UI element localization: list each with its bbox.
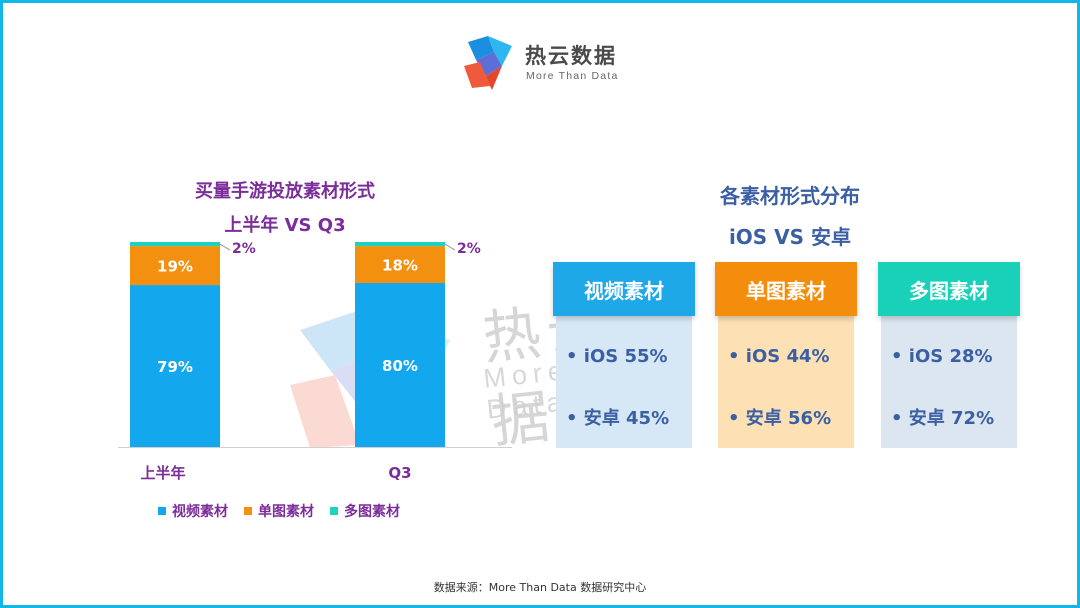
bar-单图素材-Q3 <box>355 246 445 283</box>
leader-line-上半年 <box>219 243 231 251</box>
card-multi-ios: • iOS 28% <box>891 346 993 367</box>
legend-item-multi: 多图素材 <box>330 501 400 521</box>
card-multi: 多图素材 • iOS 28% • 安卓 72% <box>878 262 1020 448</box>
legend-item-video: 视频素材 <box>158 501 228 521</box>
legend-item-single: 单图素材 <box>244 501 314 521</box>
card-single-header: 单图素材 <box>715 262 857 316</box>
data-label-单图素材-Q3: 18% <box>382 257 418 275</box>
logo-mark-icon <box>464 36 512 90</box>
card-single-body: • iOS 44% • 安卓 56% <box>718 316 854 448</box>
leader-line-Q3 <box>444 243 456 251</box>
chart-title-line2: 上半年 VS Q3 <box>224 215 346 236</box>
panel-title-line2: iOS VS 安卓 <box>728 225 852 249</box>
bar-多图素材-Q3 <box>355 242 445 247</box>
bar-单图素材-上半年 <box>130 246 220 286</box>
card-video-header: 视频素材 <box>553 262 695 316</box>
chart-title-line1: 买量手游投放素材形式 <box>195 181 375 202</box>
card-multi-header: 多图素材 <box>878 262 1020 316</box>
x-tick-label-上半年: 上半年 <box>140 464 185 482</box>
legend-swatch-video <box>158 507 166 515</box>
card-video: 视频素材 • iOS 55% • 安卓 45% <box>553 262 695 448</box>
data-label-视频素材-上半年: 79% <box>157 358 193 376</box>
card-multi-body: • iOS 28% • 安卓 72% <box>881 316 1017 448</box>
legend-swatch-single <box>244 507 252 515</box>
card-video-body: • iOS 55% • 安卓 45% <box>556 316 692 448</box>
card-video-ios: • iOS 55% <box>566 346 668 367</box>
x-tick-label-Q3: Q3 <box>388 464 411 482</box>
legend-label-multi: 多图素材 <box>344 504 400 520</box>
bar-多图素材-上半年 <box>130 242 220 247</box>
legend-label-single: 单图素材 <box>258 504 314 520</box>
bar-视频素材-上半年 <box>130 285 220 447</box>
bar-视频素材-Q3 <box>355 283 445 447</box>
chart-legend: 视频素材 单图素材 多图素材 <box>158 501 400 521</box>
source-note: 数据来源：More Than Data 数据研究中心 <box>433 581 647 594</box>
brand-name: 热云数据 <box>525 44 617 68</box>
card-single-android: • 安卓 56% <box>728 408 832 429</box>
panel-title-line1: 各素材形式分布 <box>720 184 860 208</box>
card-single: 单图素材 • iOS 44% • 安卓 56% <box>715 262 857 448</box>
data-label-多图素材-上半年: 2% <box>232 241 256 257</box>
data-label-单图素材-上半年: 19% <box>157 258 193 276</box>
card-video-android: • 安卓 45% <box>566 408 670 429</box>
legend-swatch-multi <box>330 507 338 515</box>
legend-label-video: 视频素材 <box>172 504 228 520</box>
data-label-视频素材-Q3: 80% <box>382 357 418 375</box>
data-label-多图素材-Q3: 2% <box>457 241 481 257</box>
card-multi-android: • 安卓 72% <box>891 408 995 429</box>
brand-tagline: More Than Data <box>526 70 619 82</box>
card-single-ios: • iOS 44% <box>728 346 830 367</box>
brand-logo: 热云数据 More Than Data <box>462 36 632 92</box>
